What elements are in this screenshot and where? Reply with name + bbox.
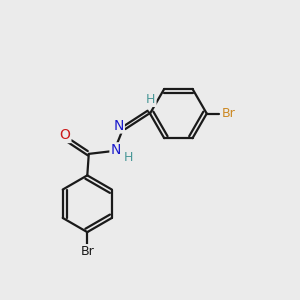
Text: Br: Br — [80, 245, 94, 258]
Text: N: N — [113, 118, 124, 133]
Text: N: N — [110, 143, 121, 157]
Text: H: H — [124, 151, 133, 164]
Text: O: O — [59, 128, 70, 142]
Text: H: H — [146, 93, 156, 106]
Text: Br: Br — [221, 107, 235, 120]
